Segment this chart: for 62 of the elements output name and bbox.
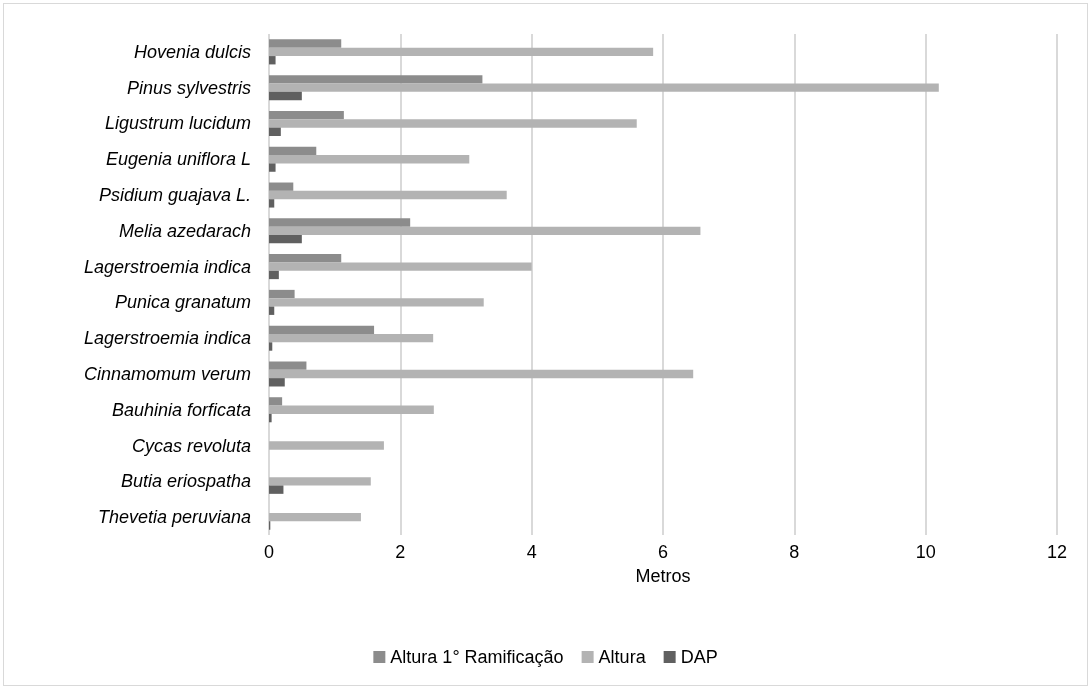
bar (269, 306, 275, 315)
bar (269, 270, 279, 280)
bar (269, 226, 701, 235)
bar (269, 75, 483, 84)
bar (269, 334, 434, 343)
y-tick-label: Lagerstroemia indica (83, 328, 251, 349)
bar (269, 155, 470, 164)
y-tick-label: Punica granatum (114, 292, 251, 313)
bar (269, 199, 275, 208)
bar (269, 235, 302, 244)
x-tick-label: 12 (1046, 542, 1068, 562)
bar (269, 254, 342, 263)
y-tick-label: Cinnamomum verum (83, 363, 251, 384)
bar (269, 298, 484, 307)
bar (269, 56, 276, 65)
y-tick-label: Butia eriospatha (120, 471, 251, 492)
bar (269, 369, 694, 379)
bar (269, 512, 361, 522)
x-tick-label: 0 (263, 542, 275, 562)
y-tick-label: Hovenia dulcis (133, 41, 251, 62)
bar (269, 262, 532, 271)
bar (269, 441, 384, 450)
bar (269, 342, 273, 351)
bar (269, 413, 272, 423)
bar (269, 397, 283, 406)
bar (269, 83, 939, 92)
x-tick-label: 2 (395, 542, 406, 562)
bar (269, 91, 302, 101)
legend-label: Altura (598, 647, 647, 667)
y-tick-label: Lagerstroemia indica (83, 256, 251, 277)
bar (269, 325, 375, 334)
bar (269, 485, 284, 494)
legend-label: DAP (680, 647, 718, 667)
bar (269, 47, 654, 57)
y-tick-label: Eugenia uniflora L (105, 149, 251, 170)
bar (269, 289, 295, 299)
x-tick-label: 4 (526, 542, 537, 562)
bar (269, 182, 294, 191)
bar (269, 39, 342, 48)
y-tick-label: Melia azedarach (118, 220, 251, 241)
bar (269, 405, 434, 414)
y-tick-label: Bauhinia forficata (111, 399, 251, 420)
x-tick-label: 8 (789, 542, 800, 562)
y-tick-label: Thevetia peruviana (97, 507, 251, 528)
bar (269, 110, 344, 120)
bar (269, 127, 281, 136)
y-tick-label: Cycas revoluta (131, 435, 251, 456)
y-tick-label: Pinus sylvestris (126, 77, 251, 98)
x-tick-label: 10 (915, 542, 936, 562)
legend-label: Altura 1° Ramificação (390, 647, 564, 667)
bar (269, 163, 276, 172)
bar (269, 477, 371, 486)
bar (269, 361, 307, 370)
bar (269, 119, 637, 128)
bar (269, 190, 507, 200)
x-tick-label: 6 (657, 542, 669, 562)
y-tick-label: Ligustrum lucidum (104, 113, 251, 134)
y-tick-label: Psidium guajava L. (98, 185, 251, 206)
bar (269, 146, 317, 156)
bar (269, 378, 285, 387)
bar (269, 218, 411, 227)
x-axis-title: Metros (635, 566, 691, 586)
